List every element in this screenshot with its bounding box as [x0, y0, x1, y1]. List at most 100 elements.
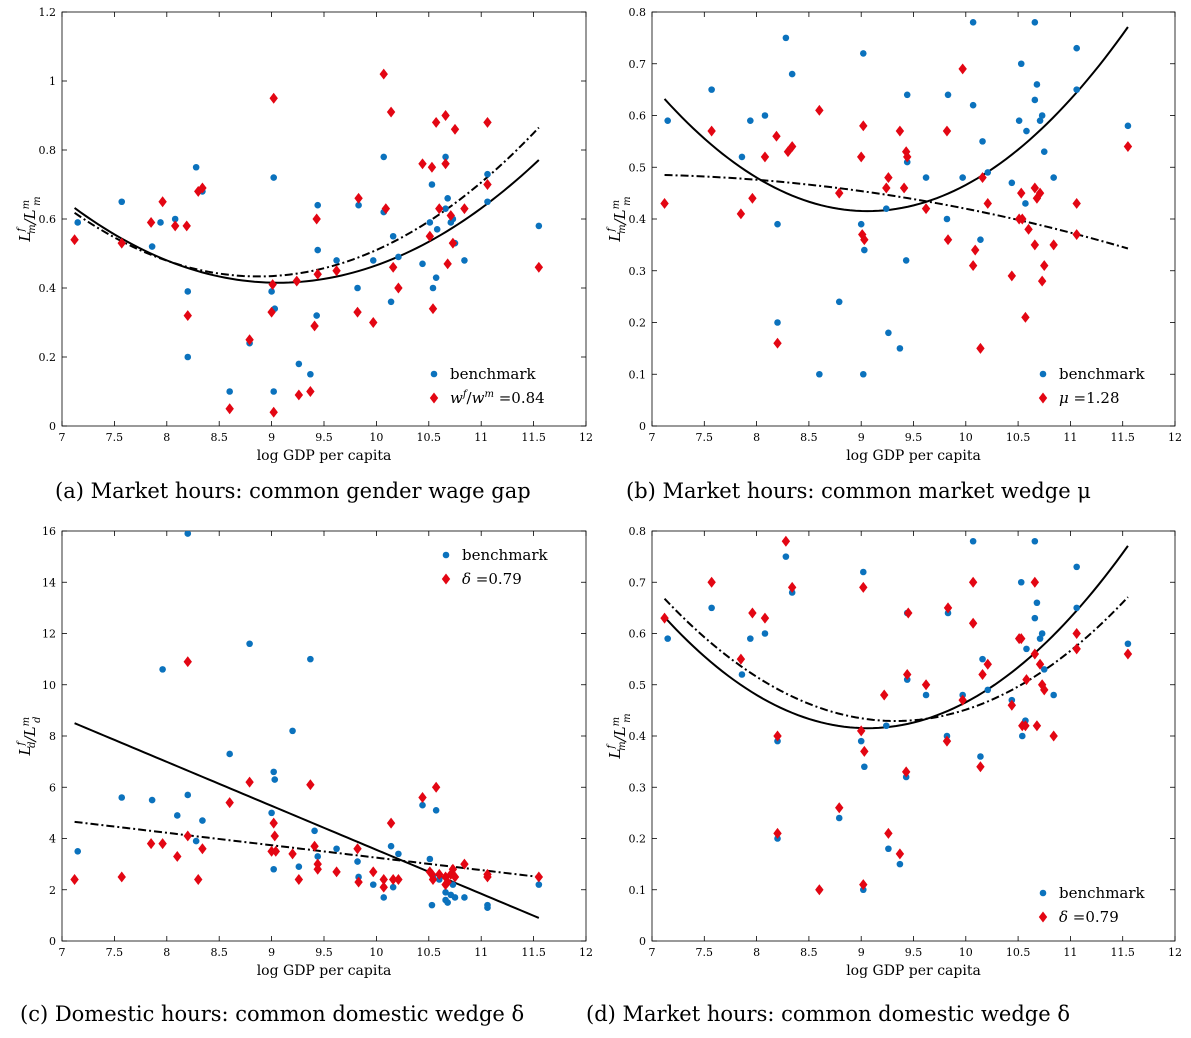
- point-counterfactual: [313, 863, 322, 875]
- point-counterfactual: [1030, 239, 1040, 251]
- point-counterfactual: [901, 146, 911, 158]
- point-benchmark: [708, 604, 715, 612]
- point-benchmark: [428, 181, 436, 188]
- point-benchmark: [1040, 148, 1048, 156]
- point-benchmark: [159, 666, 166, 673]
- point-counterfactual: [310, 840, 319, 852]
- point-benchmark: [199, 817, 206, 824]
- point-counterfactual: [431, 781, 441, 793]
- point-benchmark: [535, 222, 543, 230]
- point-counterfactual: [443, 876, 452, 888]
- point-counterfactual: [198, 843, 207, 855]
- plot-area: [70, 68, 544, 418]
- y-tick-label: 0.4: [629, 730, 647, 743]
- y-tick-label: 1: [49, 75, 56, 88]
- point-counterfactual: [748, 607, 757, 619]
- point-counterfactual: [1017, 187, 1026, 199]
- x-tick-label: 8.5: [800, 946, 818, 959]
- point-benchmark: [449, 881, 457, 888]
- point-benchmark: [1036, 635, 1044, 642]
- x-tick-label: 8: [163, 431, 170, 444]
- point-counterfactual: [428, 303, 438, 315]
- point-counterfactual: [1037, 679, 1047, 691]
- plot-area: [70, 531, 544, 919]
- y-tick-label: 6: [49, 781, 56, 794]
- point-benchmark: [192, 163, 200, 171]
- point-benchmark: [1008, 179, 1016, 187]
- point-counterfactual: [1024, 223, 1033, 235]
- point-counterfactual: [245, 334, 254, 346]
- point-counterfactual: [978, 172, 987, 184]
- point-benchmark: [859, 568, 867, 576]
- point-counterfactual: [483, 871, 492, 883]
- point-counterfactual: [1123, 141, 1133, 153]
- point-counterfactual: [369, 866, 378, 878]
- point-counterfactual: [534, 261, 544, 273]
- point-counterfactual: [448, 237, 458, 249]
- point-benchmark: [451, 894, 459, 901]
- point-benchmark: [314, 201, 322, 209]
- point-counterfactual: [1040, 260, 1049, 272]
- point-counterfactual: [292, 275, 301, 287]
- point-counterfactual: [388, 874, 398, 885]
- y-tick-label: 0.4: [39, 282, 57, 295]
- point-counterfactual: [1072, 643, 1081, 655]
- point-benchmark: [782, 553, 790, 560]
- point-counterfactual: [332, 866, 341, 878]
- point-benchmark: [761, 630, 769, 637]
- point-benchmark: [857, 737, 865, 745]
- point-benchmark: [226, 388, 233, 395]
- point-counterfactual: [760, 612, 770, 624]
- point-counterfactual: [1021, 720, 1030, 732]
- x-tick-label: 11.5: [521, 946, 546, 959]
- y-tick-label: 0.8: [629, 525, 647, 538]
- legend-label-counterfactual: wf/wm =0.84: [450, 389, 545, 407]
- point-counterfactual: [170, 220, 180, 232]
- point-benchmark: [861, 246, 868, 254]
- point-benchmark: [857, 220, 865, 228]
- point-benchmark: [118, 198, 126, 206]
- point-benchmark: [1124, 640, 1132, 648]
- panel-c: 7 7.5 8 8.5 9 9.5 10 10.5 11 11.5 12 0 2 4 6 8 10 12 14 16 l…: [0, 519, 595, 1026]
- point-benchmark: [192, 837, 200, 845]
- point-counterfactual: [267, 306, 276, 318]
- x-tick-label: 9: [268, 946, 275, 959]
- x-tick-label: 9: [268, 431, 275, 444]
- legend-marker-benchmark: [1039, 370, 1047, 378]
- point-benchmark: [355, 201, 362, 209]
- point-benchmark: [1073, 44, 1080, 52]
- point-benchmark: [295, 863, 303, 870]
- point-counterfactual: [983, 658, 992, 670]
- x-tick-label: 11: [1063, 431, 1077, 444]
- point-benchmark: [738, 153, 746, 161]
- y-tick-label: 0.7: [629, 576, 647, 589]
- point-counterfactual: [418, 792, 427, 803]
- point-benchmark: [1022, 200, 1029, 207]
- point-counterfactual: [312, 213, 321, 225]
- fit-line-benchmark: [663, 545, 1129, 730]
- point-counterfactual: [748, 192, 757, 204]
- point-benchmark: [442, 889, 449, 896]
- fit-line-counterfactual: [74, 126, 540, 278]
- y-tick-label: 0.2: [629, 317, 647, 330]
- point-counterfactual: [1032, 720, 1042, 732]
- point-benchmark: [1033, 599, 1041, 607]
- point-counterfactual: [225, 403, 234, 415]
- point-counterfactual: [1018, 213, 1027, 225]
- plot-area: [660, 19, 1133, 378]
- point-counterfactual: [354, 876, 363, 888]
- point-benchmark: [774, 220, 781, 228]
- panel-d: 7 7.5 8 8.5 9 9.5 10 10.5 11 11.5 12 0 0.1 0.2 0.3 0.4 0…: [586, 519, 1191, 1026]
- point-counterfactual: [884, 827, 893, 839]
- point-benchmark: [922, 691, 930, 699]
- point-counterfactual: [381, 203, 391, 215]
- x-tick-label: 10: [959, 946, 973, 959]
- point-counterfactual: [1030, 648, 1040, 660]
- fit-line-benchmark: [73, 159, 540, 284]
- point-benchmark: [1023, 645, 1030, 653]
- point-benchmark: [333, 845, 340, 853]
- point-counterfactual: [379, 881, 388, 893]
- point-benchmark: [387, 298, 395, 306]
- point-counterfactual: [379, 874, 388, 885]
- point-benchmark: [428, 901, 436, 909]
